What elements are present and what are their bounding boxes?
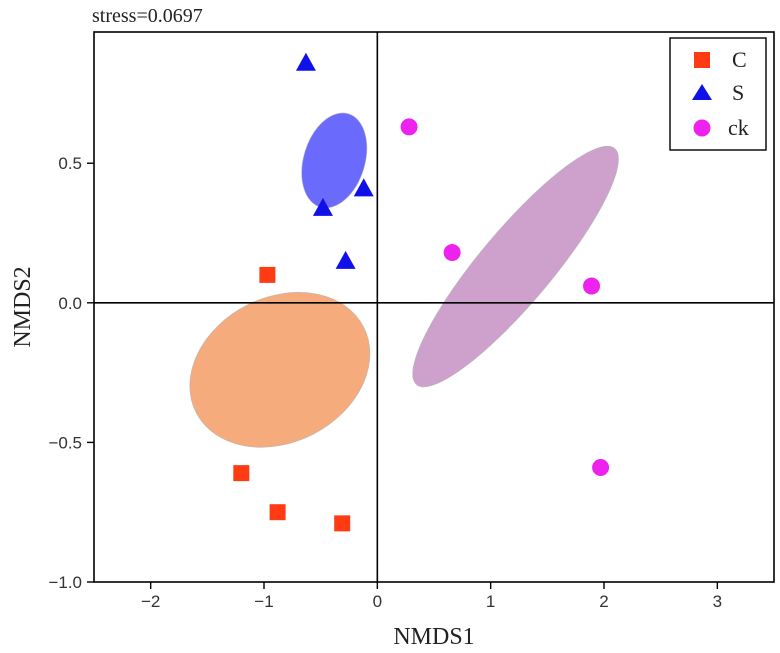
legend-s-label: S bbox=[732, 80, 744, 105]
point-ck bbox=[583, 277, 601, 295]
point-ck bbox=[443, 244, 461, 262]
group-ellipses bbox=[189, 112, 619, 448]
legend-c-label: C bbox=[732, 47, 747, 72]
legend-s-triangle-icon bbox=[692, 84, 712, 100]
point-ck bbox=[592, 459, 610, 477]
legend-ck-circle-icon bbox=[693, 119, 711, 137]
point-ck bbox=[400, 118, 418, 136]
data-points bbox=[233, 52, 610, 532]
y-tick-label: −1.0 bbox=[48, 573, 82, 592]
x-tick-label: 0 bbox=[373, 592, 382, 611]
point-c bbox=[259, 266, 276, 283]
legend: C S ck bbox=[669, 37, 767, 151]
ellipse-s bbox=[301, 112, 368, 209]
x-tick-label: 2 bbox=[599, 592, 608, 611]
point-c bbox=[334, 515, 351, 532]
x-tick-label: 1 bbox=[486, 592, 495, 611]
stress-annotation: stress=0.0697 bbox=[92, 5, 203, 27]
y-axis-title: NMDS2 bbox=[10, 266, 36, 347]
y-tick-label: 0.0 bbox=[58, 294, 82, 313]
axis-ticks: −2 −1 0 1 2 3 −1.0 −0.5 0.0 0.5 bbox=[48, 154, 722, 611]
point-s bbox=[353, 178, 374, 197]
legend-ck-label: ck bbox=[728, 115, 749, 140]
point-c bbox=[269, 504, 286, 521]
point-s bbox=[312, 197, 333, 216]
y-tick-label: 0.5 bbox=[58, 154, 82, 173]
legend-c-square-icon bbox=[694, 52, 710, 68]
point-c bbox=[233, 465, 250, 482]
ellipse-ck bbox=[412, 145, 619, 388]
x-tick-label: −2 bbox=[141, 592, 160, 611]
legend-box bbox=[669, 37, 767, 151]
x-tick-label: −1 bbox=[254, 592, 273, 611]
point-s bbox=[295, 52, 316, 71]
x-tick-label: 3 bbox=[713, 592, 722, 611]
plot-frame bbox=[93, 31, 775, 583]
point-s bbox=[335, 250, 356, 269]
x-axis-title: NMDS1 bbox=[393, 624, 474, 650]
ellipse-c bbox=[189, 292, 371, 448]
y-tick-label: −0.5 bbox=[48, 433, 82, 452]
